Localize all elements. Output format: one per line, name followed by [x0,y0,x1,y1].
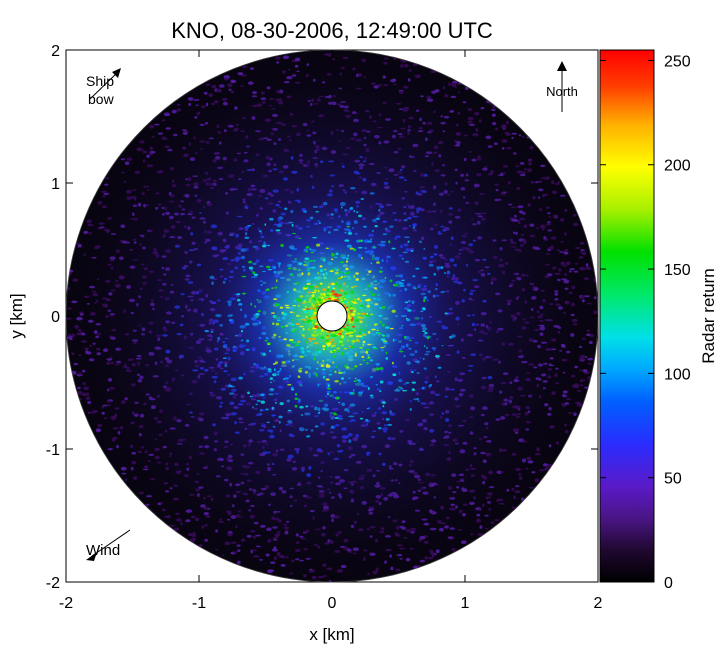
ship-bow-arrow-icon [112,68,121,78]
north-arrow-icon [557,61,567,71]
y-tick-label: -1 [46,442,60,459]
y-axis-ticks: -2 -1 0 1 2 [46,43,598,592]
colorbar-tick-label: 200 [664,158,691,175]
radar-disc [65,49,599,583]
chart-title: KNO, 08-30-2006, 12:49:00 UTC [171,18,493,43]
y-tick-label: -2 [46,575,60,592]
x-axis-label: x [km] [309,625,354,644]
x-tick-label: -1 [192,595,206,612]
x-tick-label: 2 [594,595,603,612]
y-axis-label: y [km] [7,293,26,338]
colorbar-ticks: 0 50 100 150 200 250 [600,53,691,592]
x-tick-label: 0 [328,595,337,612]
ship-bow-label-line1: Ship [86,73,114,89]
ship-bow-label-line2: bow [88,91,115,107]
colorbar-tick-label: 150 [664,262,691,279]
colorbar: 0 50 100 150 200 250 Radar return [599,49,718,592]
colorbar-tick-label: 100 [664,366,691,383]
colorbar-gradient [599,49,655,583]
colorbar-tick-label: 250 [664,53,691,70]
ship-bow-annotation: Ship bow [86,68,121,107]
wind-annotation: Wind [86,529,131,561]
x-axis-ticks: -2 -1 0 1 2 [59,50,603,612]
radar-center-blank [316,300,348,332]
colorbar-tick-label: 0 [664,575,673,592]
y-tick-label: 1 [51,176,60,193]
x-tick-label: -2 [59,595,73,612]
north-annotation: North [546,61,578,112]
y-tick-label: 2 [51,43,60,60]
wind-label: Wind [86,542,120,559]
y-tick-label: 0 [51,309,60,326]
colorbar-tick-label: 50 [664,471,682,488]
wind-arrow-icon [86,552,97,561]
x-tick-label: 1 [461,595,470,612]
north-label: North [546,84,578,99]
colorbar-label: Radar return [699,268,718,363]
